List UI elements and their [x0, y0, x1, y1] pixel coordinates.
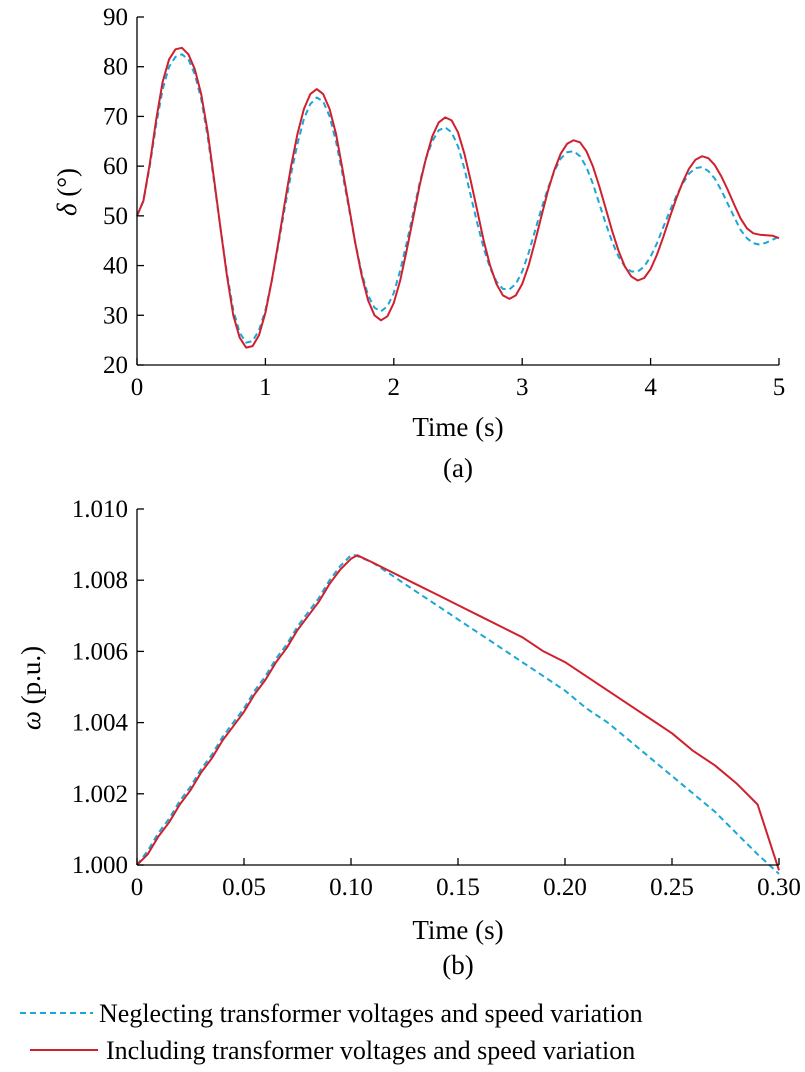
- panel-b-y-tick-label: 1.000: [72, 852, 128, 879]
- panel-a-x-tick-label: 5: [773, 374, 786, 401]
- panel-a-y-tick-label: 70: [103, 103, 128, 130]
- panel-b-y-unit: (p.u.): [16, 646, 46, 711]
- panel-a-caption: (a): [443, 453, 473, 483]
- panel-a-y-tick-label: 30: [103, 302, 128, 329]
- panel-b-x-tick-label: 0.25: [650, 874, 694, 901]
- panel-a-y-tick-label: 50: [103, 203, 128, 230]
- panel-a-x-tick-label: 2: [388, 374, 401, 401]
- panel-b-y-tick-label: 1.008: [72, 567, 128, 594]
- panel-b-series-including-line: [136, 554, 780, 871]
- panel-b-y-tick-label: 1.006: [72, 638, 128, 665]
- panel-b-x-tick-label: 0.05: [222, 874, 266, 901]
- legend: Neglecting transformer voltages and spee…: [20, 999, 643, 1065]
- panel-a-series-including-line: [136, 46, 780, 349]
- panel-a-x-tick-label: 3: [516, 374, 529, 401]
- panel-a-y-tick-label: 20: [103, 352, 128, 379]
- panel-b: 0 0.05 0.10 0.15 0.20 0.25 0.30 1.000 1.002 1.004…: [16, 496, 801, 980]
- panel-a-y-symbol: δ: [52, 203, 82, 216]
- panel-a-x-label: Time (s): [412, 412, 503, 442]
- panel-b-x-tick-label: 0.30: [757, 874, 801, 901]
- panel-b-x-tick-label: 0.15: [436, 874, 480, 901]
- panel-a: 0 1 2 3 4 5 20 30 40 50 60 70 80 90 Time (s) δ (°) (a…: [52, 4, 785, 483]
- panel-a-y-unit: (°): [52, 168, 82, 204]
- panel-b-x-tick-label: 0.10: [329, 874, 373, 901]
- panel-b-y-tick-label: 1.004: [72, 710, 129, 737]
- panel-a-y-tick-label: 80: [103, 54, 128, 81]
- legend-label-including: Including transformer voltages and speed…: [106, 1036, 635, 1065]
- panel-b-series: [136, 554, 780, 875]
- panel-b-series-neglecting-line: [136, 554, 780, 875]
- panel-b-y-tick-label: 1.010: [72, 496, 128, 523]
- panel-a-series-neglecting-line: [136, 53, 780, 344]
- panel-a-ticks: 0 1 2 3 4 5 20 30 40 50 60 70 80 90: [103, 4, 785, 401]
- panel-a-y-tick-label: 60: [103, 153, 128, 180]
- panel-a-x-tick-label: 0: [131, 374, 144, 401]
- panel-b-x-tick-label: 0: [131, 874, 144, 901]
- panel-a-series: [136, 46, 780, 349]
- panel-a-y-tick-label: 90: [103, 4, 128, 31]
- panel-b-y-tick-label: 1.002: [72, 781, 128, 808]
- panel-b-ticks: 0 0.05 0.10 0.15 0.20 0.25 0.30 1.000 1.002 1.004…: [72, 496, 801, 901]
- panel-a-x-tick-label: 1: [259, 374, 272, 401]
- legend-label-neglecting: Neglecting transformer voltages and spee…: [99, 999, 643, 1028]
- panel-a-y-label: δ (°): [52, 168, 82, 216]
- panel-a-y-tick-label: 40: [103, 253, 128, 280]
- panel-b-caption: (b): [442, 950, 473, 980]
- panel-b-y-symbol: ω: [16, 711, 46, 730]
- panel-b-y-label: ω (p.u.): [16, 646, 46, 730]
- panel-a-x-tick-label: 4: [644, 374, 657, 401]
- panel-b-x-tick-label: 0.20: [543, 874, 587, 901]
- panel-b-x-label: Time (s): [412, 915, 503, 945]
